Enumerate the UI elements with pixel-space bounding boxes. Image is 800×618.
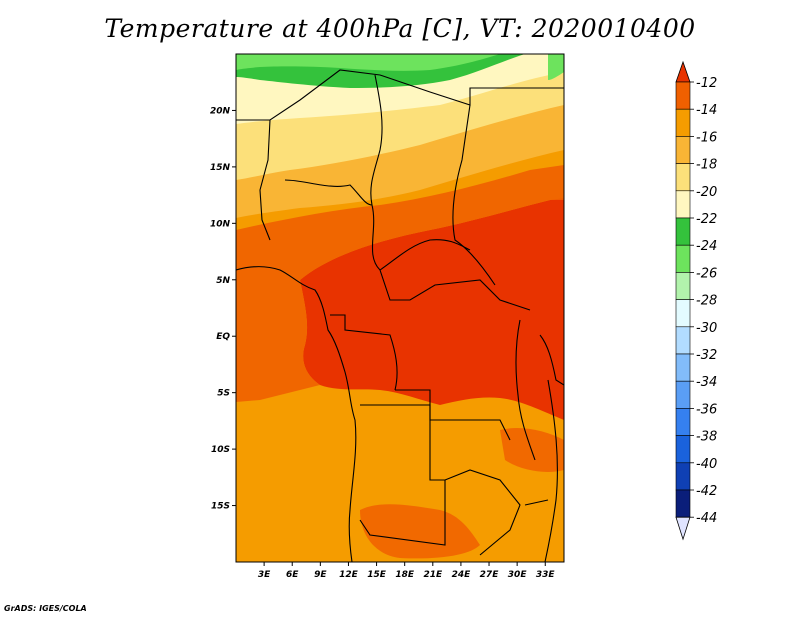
y-tick-label: 10S: [211, 445, 230, 455]
colorbar-swatch: [675, 435, 691, 464]
x-tick-label: 24E: [452, 570, 472, 580]
y-tick-label: 15S: [211, 502, 230, 512]
x-tick-label: 15E: [367, 570, 387, 580]
colorbar-label: -32: [696, 348, 717, 363]
colorbar-swatch: [675, 408, 691, 436]
colorbar-label: -30: [696, 321, 717, 336]
colorbar-label: -22: [696, 212, 717, 227]
y-tick-label: 15N: [210, 163, 231, 173]
colorbar: -12 -14 -16 -18 -20 -22 -24 -26 -28 -30 -32 -34 -36 -…: [675, 60, 717, 541]
colorbar-label: -12: [696, 76, 717, 91]
x-tick-label: 30E: [508, 570, 528, 580]
temp-band-24: [236, 54, 500, 71]
colorbar-label: -44: [696, 511, 717, 526]
y-axis: 20N 15N 10N 5N EQ 5S 10S 15S: [210, 106, 236, 512]
temperature-field: [236, 54, 564, 562]
x-tick-label: 6E: [286, 570, 299, 580]
colorbar-label: -20: [696, 185, 717, 200]
colorbar-label: -36: [696, 402, 717, 417]
credit-footer: GrADS: IGES/COLA: [4, 604, 87, 613]
colorbar-swatch: [675, 272, 691, 300]
country-borders: [236, 69, 564, 562]
colorbar-swatch: [675, 353, 691, 382]
temp-band-14-south: [360, 504, 480, 559]
colorbar-label: -34: [696, 375, 717, 390]
y-tick-label: 5N: [216, 276, 230, 286]
colorbar-label: -28: [696, 294, 717, 309]
y-tick-label: 20N: [210, 106, 231, 116]
colorbar-swatch: [675, 163, 691, 192]
colorbar-swatch: [675, 244, 691, 273]
colorbar-label: -42: [696, 484, 717, 499]
map-title: Temperature at 400hPa [C], VT: 202001040…: [104, 14, 696, 43]
colorbar-swatch: [675, 299, 691, 328]
colorbar-swatch: [675, 190, 691, 219]
x-tick-label: 18E: [395, 570, 415, 580]
y-tick-label: 5S: [217, 389, 230, 399]
colorbar-swatch: [675, 108, 691, 137]
temp-band-14: [236, 165, 564, 402]
colorbar-swatch: [675, 489, 691, 518]
colorbar-label: -18: [696, 158, 717, 173]
y-tick-label: EQ: [216, 332, 230, 342]
x-tick-label: 3E: [258, 570, 271, 580]
colorbar-swatch: [675, 136, 691, 164]
x-tick-label: 27E: [480, 570, 500, 580]
y-tick-label: 10N: [210, 219, 231, 229]
colorbar-swatch: [675, 81, 691, 110]
map-frame: [235, 53, 565, 563]
temp-band-12-central: [300, 198, 564, 420]
colorbar-label: -16: [696, 130, 717, 145]
x-tick-label: 21E: [423, 570, 443, 580]
colorbar-label: -24: [696, 239, 717, 254]
colorbar-label: -14: [696, 103, 717, 118]
x-tick-label: 33E: [536, 570, 556, 580]
x-axis: 3E 6E 9E 12E 15E 18E 21E 24E 27E 30E 33E: [258, 562, 556, 580]
colorbar-swatch: [675, 326, 691, 355]
colorbar-bottom-arrow: [675, 516, 691, 541]
colorbar-label: -38: [696, 430, 717, 445]
colorbar-top-arrow: [675, 60, 691, 83]
x-tick-label: 12E: [339, 570, 359, 580]
colorbar-label: -40: [696, 457, 717, 472]
x-tick-label: 9E: [314, 570, 327, 580]
colorbar-label: -26: [696, 266, 717, 281]
temp-band-24-east: [548, 54, 564, 80]
colorbar-swatch: [675, 217, 691, 246]
colorbar-swatch: [675, 462, 691, 491]
colorbar-swatch: [675, 380, 691, 409]
